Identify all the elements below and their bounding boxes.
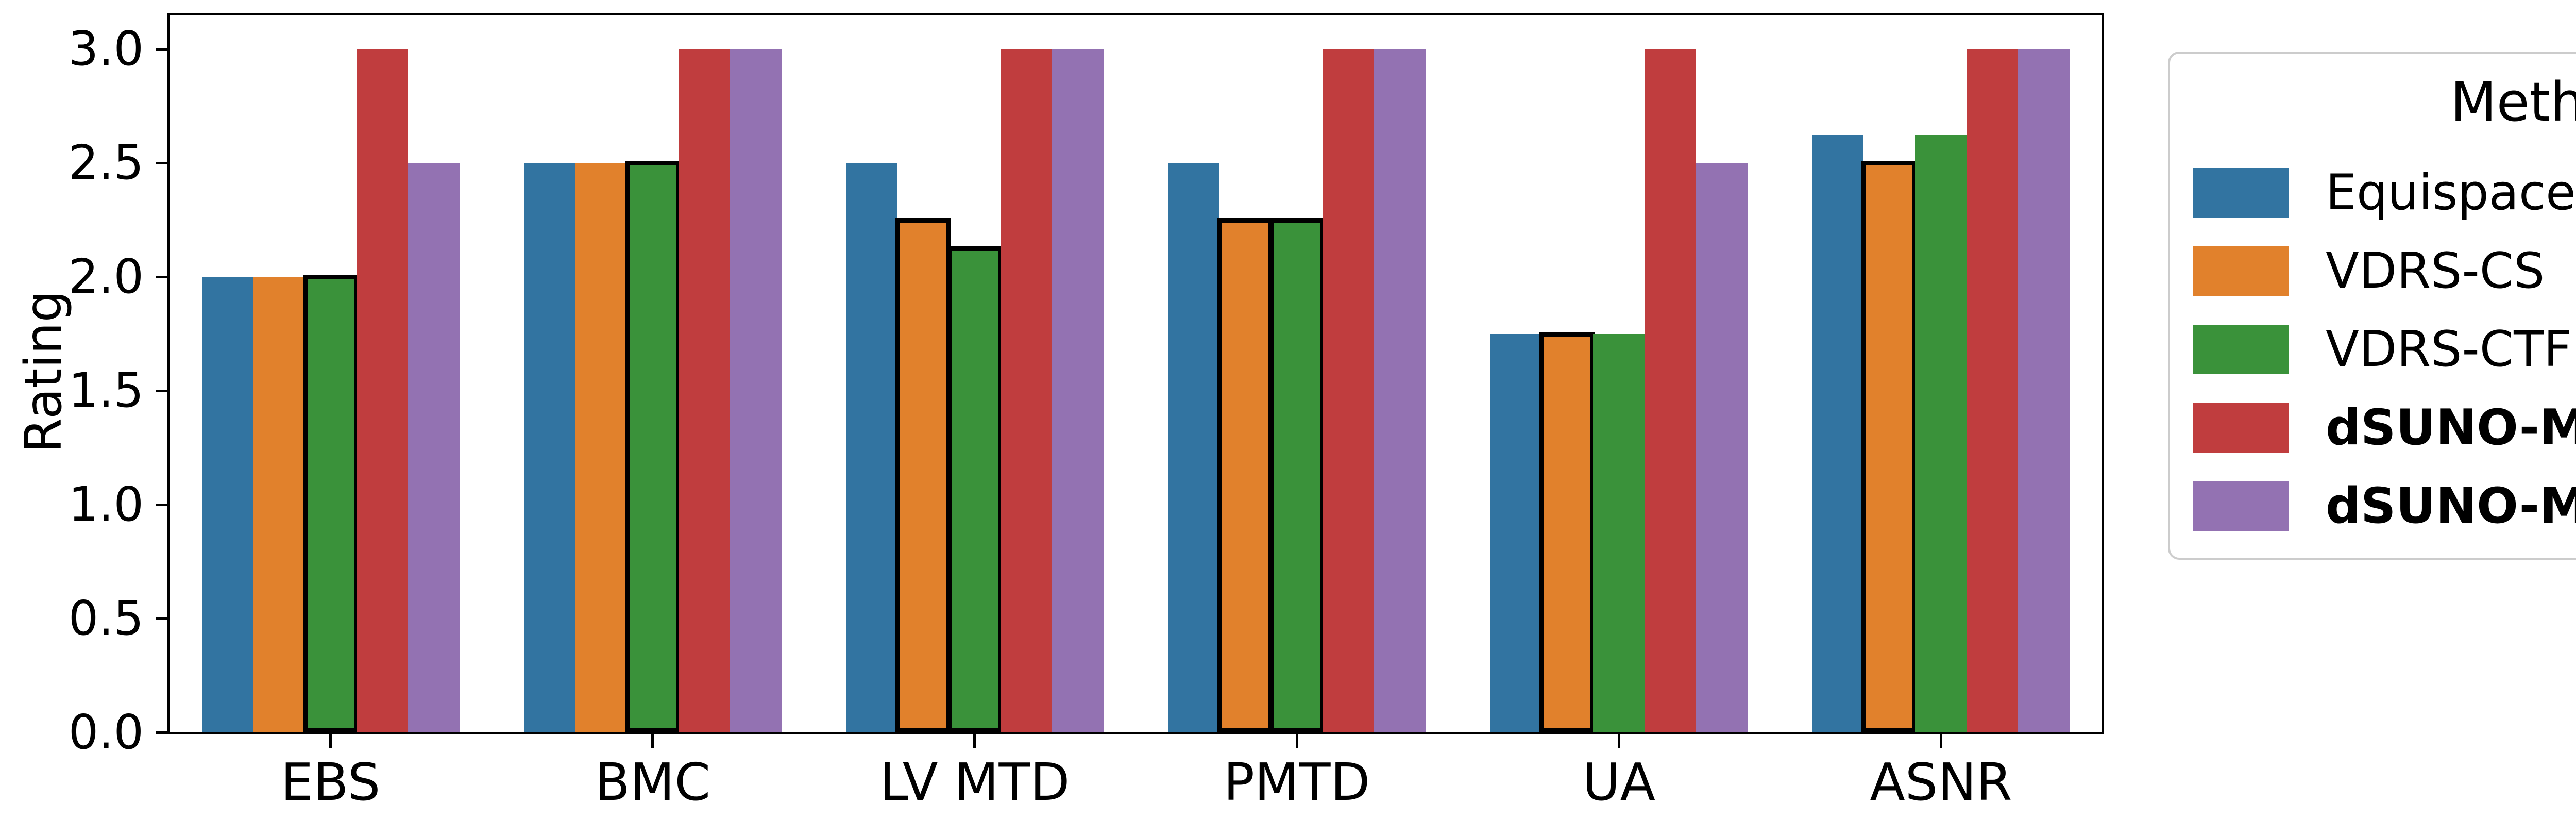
y-tick-mark: [156, 275, 170, 278]
x-category-label: PMTD: [1223, 752, 1370, 812]
bar-bmc-equispaced-sense: [523, 163, 575, 732]
x-category-label: LV MTD: [879, 752, 1070, 812]
bar-ua-equispaced-sense: [1490, 333, 1542, 732]
y-tick-label: 0.0: [68, 705, 144, 760]
bar-asnr-equispaced-sense: [1812, 135, 1864, 732]
legend-swatch-icon: [2193, 481, 2289, 531]
bar-ua-vdrs-cs: [1539, 331, 1596, 732]
bar-ua-dsuno-mostnet-ours-: [1696, 163, 1748, 732]
legend-rows: Equispaced-SENSE VDRS-CS VDRS-CTFNet dSUNO-…: [2193, 164, 2576, 535]
legend-swatch-icon: [2193, 403, 2289, 453]
x-tick-mark: [329, 734, 332, 748]
y-tick-label: 2.0: [68, 249, 144, 305]
x-tick-mark: [1617, 734, 1620, 748]
y-tick-mark: [156, 617, 170, 620]
y-tick-mark: [156, 731, 170, 734]
bar-asnr-dsuno-modl-ours-: [1967, 49, 2019, 732]
y-tick-mark: [156, 389, 170, 392]
legend: Method Equispaced-SENSE VDRS-CS VDRS-CTFNe…: [2168, 52, 2576, 560]
bar-pmtd-equispaced-sense: [1168, 163, 1220, 732]
y-tick-mark: [156, 161, 170, 164]
bar-ebs-vdrs-ctfnet: [302, 275, 359, 732]
legend-label: VDRS-CS: [2326, 243, 2545, 299]
x-category-label: EBS: [280, 752, 381, 812]
x-category-label: BMC: [595, 752, 711, 812]
bar-asnr-vdrs-cs: [1861, 161, 1918, 732]
bar-asnr-dsuno-mostnet-ours-: [2018, 49, 2070, 732]
bar-asnr-vdrs-ctfnet: [1915, 135, 1967, 732]
legend-label: VDRS-CTFNet: [2326, 321, 2576, 378]
legend-row: dSUNO-MoDL (Ours): [2193, 399, 2576, 456]
legend-label: Equispaced-SENSE: [2326, 164, 2576, 221]
bar-ebs-vdrs-cs: [253, 277, 305, 732]
bar-lv-mtd-vdrs-ctfnet: [946, 246, 1003, 732]
legend-swatch-icon: [2193, 168, 2289, 218]
x-category-label: UA: [1582, 752, 1656, 812]
legend-label: dSUNO-MoDL (Ours): [2326, 399, 2576, 456]
x-tick-mark: [1295, 734, 1298, 748]
y-tick-label: 0.5: [68, 591, 144, 646]
bar-ebs-equispaced-sense: [201, 277, 253, 732]
bar-pmtd-dsuno-mostnet-ours-: [1374, 49, 1426, 732]
x-category-label: ASNR: [1870, 752, 2012, 812]
bar-bmc-vdrs-cs: [575, 163, 627, 732]
legend-row: dSUNO-MostNet (Ours): [2193, 478, 2576, 535]
legend-row: VDRS-CS: [2193, 243, 2576, 299]
bar-lv-mtd-dsuno-modl-ours-: [1000, 49, 1052, 732]
bar-bmc-dsuno-mostnet-ours-: [730, 49, 782, 732]
legend-swatch-icon: [2193, 325, 2289, 374]
bar-lv-mtd-equispaced-sense: [845, 163, 897, 732]
bar-lv-mtd-dsuno-mostnet-ours-: [1052, 49, 1104, 732]
y-tick-label: 2.5: [68, 135, 144, 191]
x-tick-mark: [1939, 734, 1942, 748]
legend-title: Method: [2450, 71, 2576, 133]
y-tick-mark: [156, 47, 170, 51]
y-tick-label: 3.0: [68, 21, 144, 77]
bar-ebs-dsuno-modl-ours-: [356, 49, 408, 732]
bar-ebs-dsuno-mostnet-ours-: [408, 163, 460, 732]
legend-row: VDRS-CTFNet: [2193, 321, 2576, 378]
bar-pmtd-vdrs-cs: [1217, 218, 1274, 732]
bar-ua-dsuno-modl-ours-: [1645, 49, 1697, 732]
bar-pmtd-dsuno-modl-ours-: [1323, 49, 1375, 732]
y-tick-label: 1.0: [68, 477, 144, 532]
y-tick-mark: [156, 503, 170, 506]
plot-area: 0.0 0.5 1.0 1.5 2.0 2.5 3.0 EBS BMC LV MTD PMTD UA A…: [69, 13, 2104, 812]
x-tick-mark: [651, 734, 654, 748]
bar-pmtd-vdrs-ctfnet: [1269, 218, 1325, 732]
bar-ua-vdrs-ctfnet: [1593, 333, 1645, 732]
legend-swatch-icon: [2193, 246, 2289, 296]
bar-bmc-vdrs-ctfnet: [624, 161, 681, 732]
legend-label: dSUNO-MostNet (Ours): [2326, 478, 2576, 535]
legend-row: Equispaced-SENSE: [2193, 164, 2576, 221]
bar-bmc-dsuno-modl-ours-: [678, 49, 730, 732]
y-tick-label: 1.5: [68, 363, 144, 419]
x-tick-mark: [973, 734, 976, 748]
bar-lv-mtd-vdrs-cs: [895, 218, 951, 732]
